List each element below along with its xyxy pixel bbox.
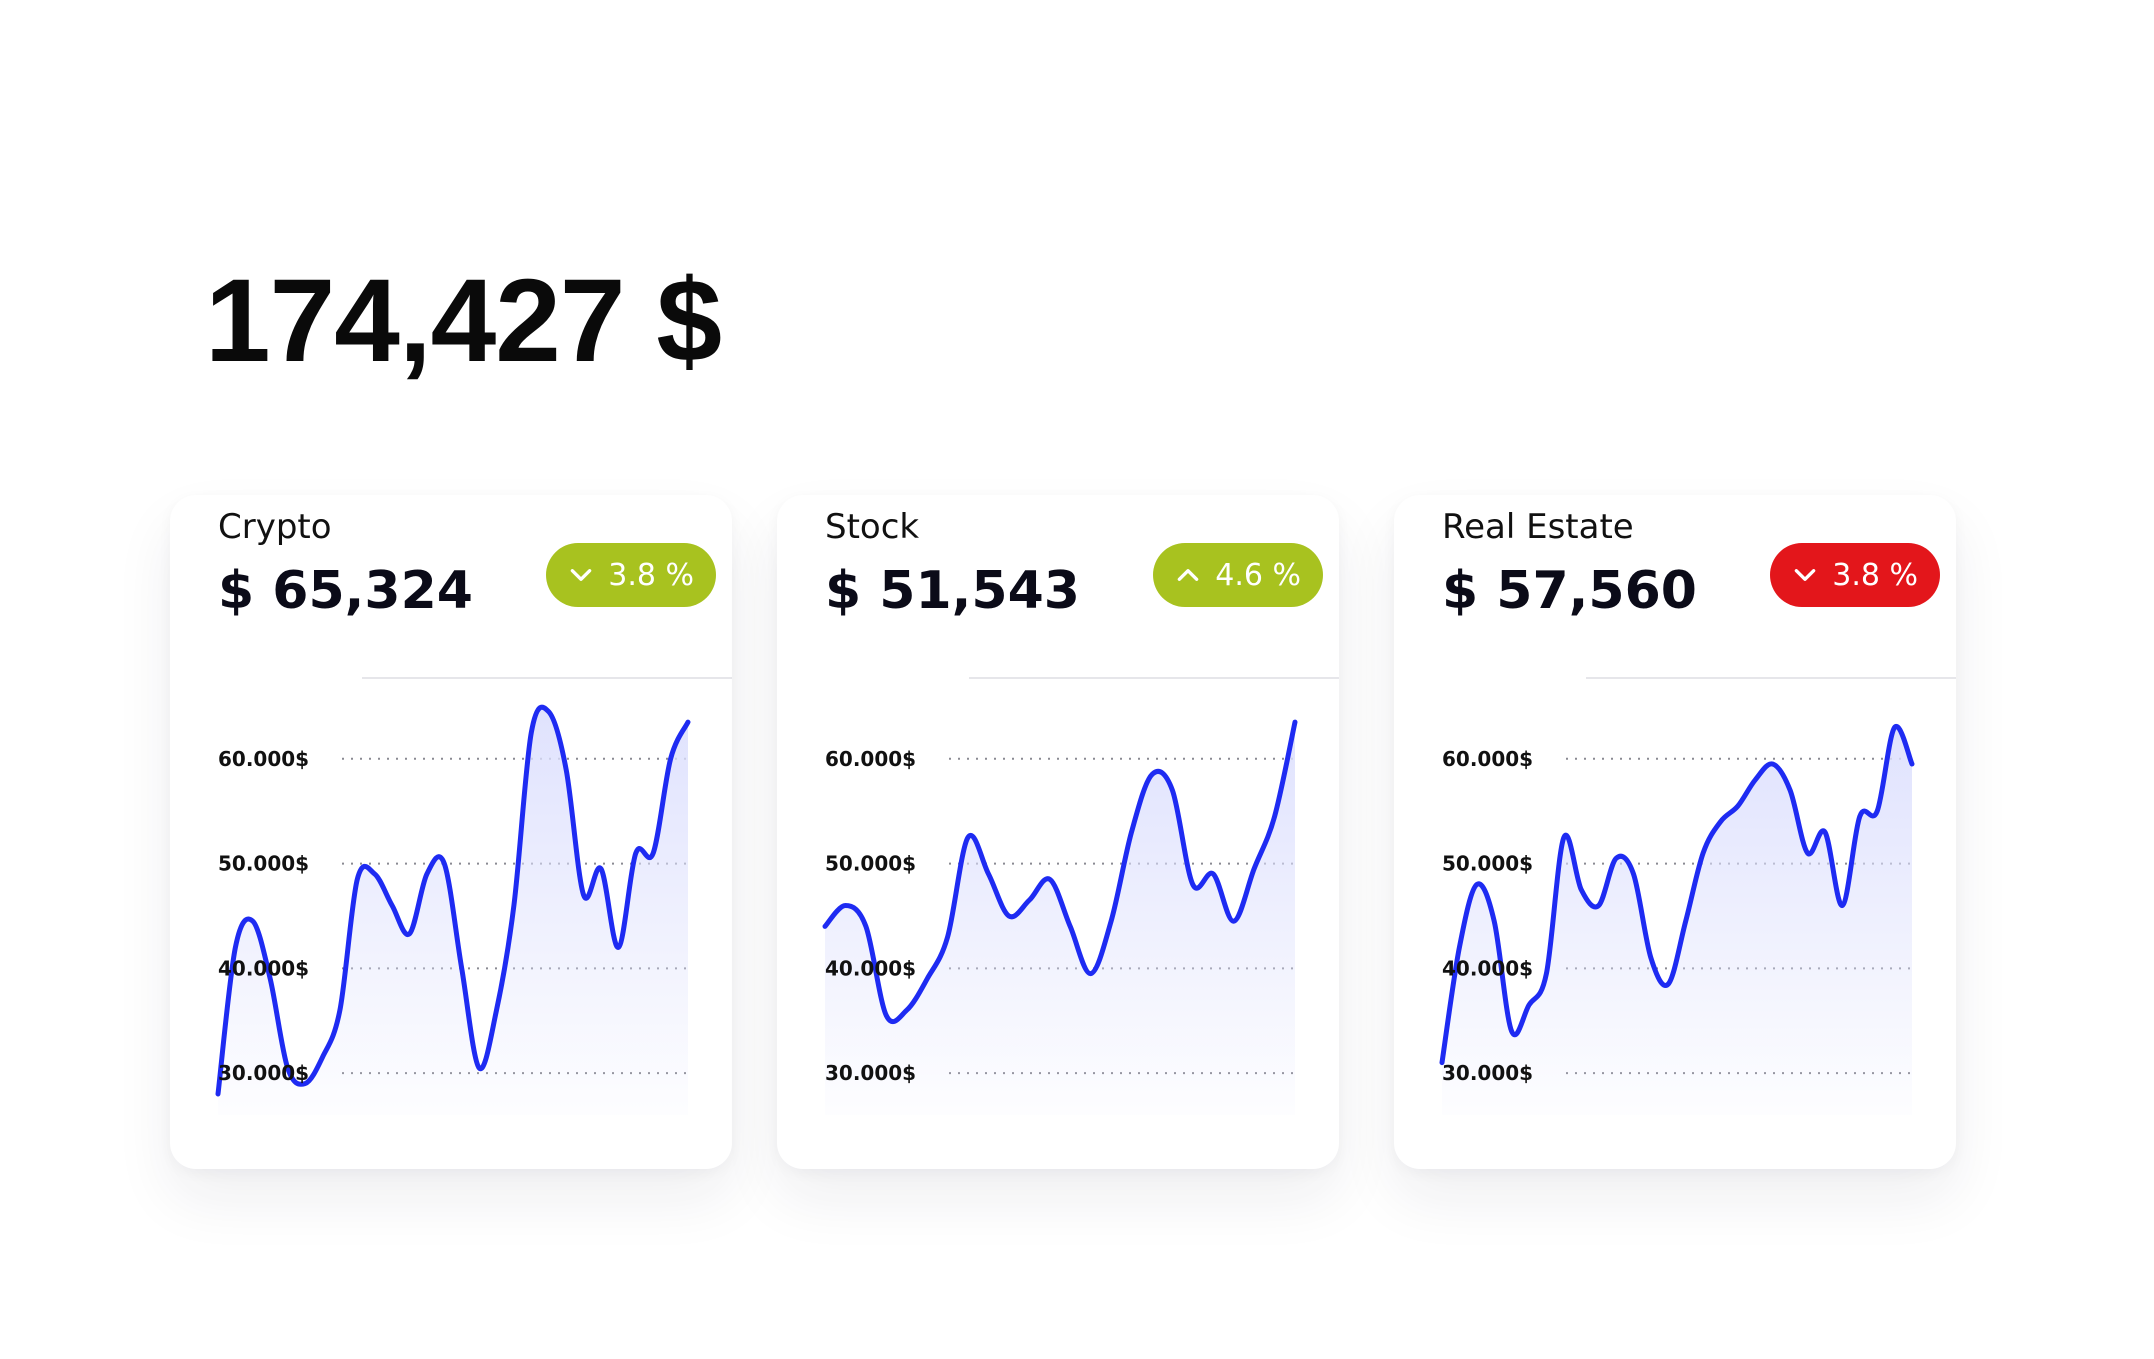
line-chart-crypto: 30.000$ 40.000$ 50.000$ 60.000$ [215,677,732,1115]
chevron-up-icon [1177,569,1199,581]
asset-card-crypto[interactable]: Crypto $ 65,324 3.8 % 30.000$ 40.000$ 50.0… [170,495,732,1169]
series-area [1442,726,1912,1115]
card-value: $ 57,560 [1442,561,1697,621]
card-label: Stock [825,507,920,547]
y-tick-label: 30.000$ [218,1061,309,1085]
y-tick-label: 30.000$ [825,1061,916,1085]
card-value: $ 65,324 [218,561,473,621]
series-line [822,719,1298,1025]
change-badge: 3.8 % [546,543,716,607]
series-line [215,704,691,1097]
card-label: Real Estate [1442,507,1634,547]
y-tick-label: 60.000$ [825,747,916,771]
line-chart-stock: 30.000$ 40.000$ 50.000$ 60.000$ [822,677,1339,1115]
y-tick-label: 50.000$ [1442,852,1533,876]
asset-card-real-estate[interactable]: Real Estate $ 57,560 3.8 % 30.000$ 40.000… [1394,495,1956,1169]
chevron-down-icon [1794,569,1816,581]
y-tick-label: 60.000$ [1442,747,1533,771]
change-text: 3.8 % [1832,557,1918,593]
card-value: $ 51,543 [825,561,1080,621]
change-badge: 4.6 % [1153,543,1323,607]
change-text: 3.8 % [608,557,694,593]
change-text: 4.6 % [1215,557,1301,593]
series-area [825,722,1295,1115]
y-tick-label: 40.000$ [218,956,309,980]
y-tick-label: 50.000$ [825,852,916,876]
chevron-down-icon [570,569,592,581]
y-tick-label: 50.000$ [218,852,309,876]
asset-card-stock[interactable]: Stock $ 51,543 4.6 % 30.000$ 40.000$ 50.00… [777,495,1339,1169]
y-tick-label: 30.000$ [1442,1061,1533,1085]
line-chart-real-estate: 30.000$ 40.000$ 50.000$ 60.000$ [1439,677,1956,1115]
y-tick-label: 40.000$ [825,956,916,980]
y-tick-label: 60.000$ [218,747,309,771]
total-balance: 174,427 $ [205,255,722,387]
y-tick-label: 40.000$ [1442,956,1533,980]
series-line [1439,723,1915,1066]
change-badge: 3.8 % [1770,543,1940,607]
card-label: Crypto [218,507,332,547]
